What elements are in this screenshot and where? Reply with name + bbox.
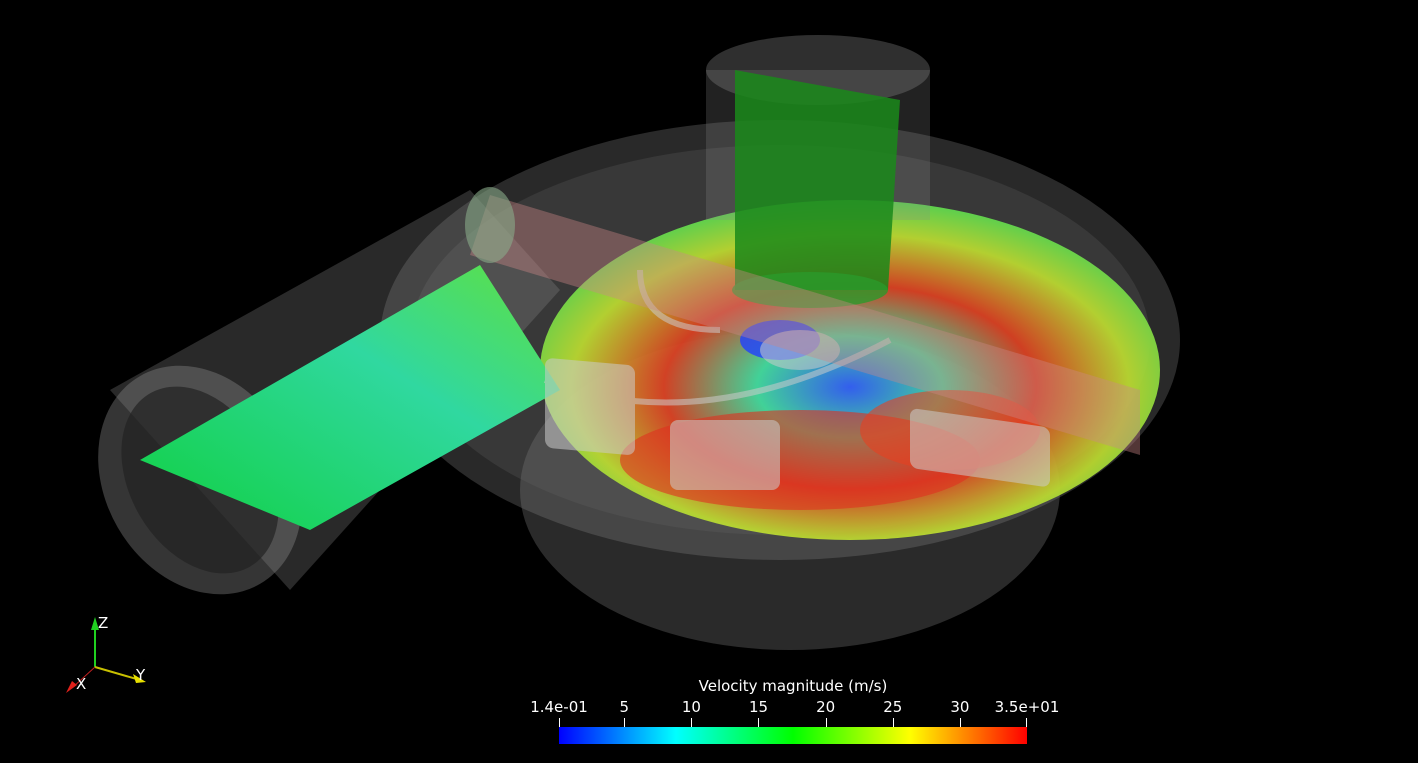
axis-z-label: Z: [98, 614, 109, 632]
color-legend-title: Velocity magnitude (m/s): [698, 677, 888, 695]
color-legend-tick-label: 30: [950, 698, 970, 716]
color-legend-tick-label: 1.4e-01: [530, 698, 588, 716]
color-legend-tick-mark: [1026, 718, 1027, 728]
color-legend-tick-mark: [559, 718, 560, 728]
color-legend-tick-mark: [892, 718, 894, 728]
color-legend-tick-label: 25: [883, 698, 903, 716]
discharge-cylinder: [465, 187, 1140, 455]
color-legend-tick-label: 10: [681, 698, 701, 716]
outlet-pipe: [706, 35, 930, 308]
color-legend-tick-label: 20: [816, 698, 836, 716]
color-legend-tick-label: 3.5e+01: [994, 698, 1060, 716]
impeller: [543, 269, 1050, 490]
color-legend-tick-mark: [624, 718, 626, 728]
axis-x-label: X: [76, 675, 87, 693]
color-legend-tick-mark: [691, 718, 693, 728]
color-legend-tick-mark: [758, 718, 760, 728]
color-legend-bar: [559, 727, 1027, 744]
axis-y-label: Y: [136, 666, 146, 684]
color-legend-tick-mark: [959, 718, 961, 728]
color-legend-tick-label: 15: [748, 698, 769, 716]
color-legend-tick-mark: [825, 718, 827, 728]
color-legend-tick-label: 5: [619, 698, 630, 716]
orientation-axes: [66, 617, 146, 693]
